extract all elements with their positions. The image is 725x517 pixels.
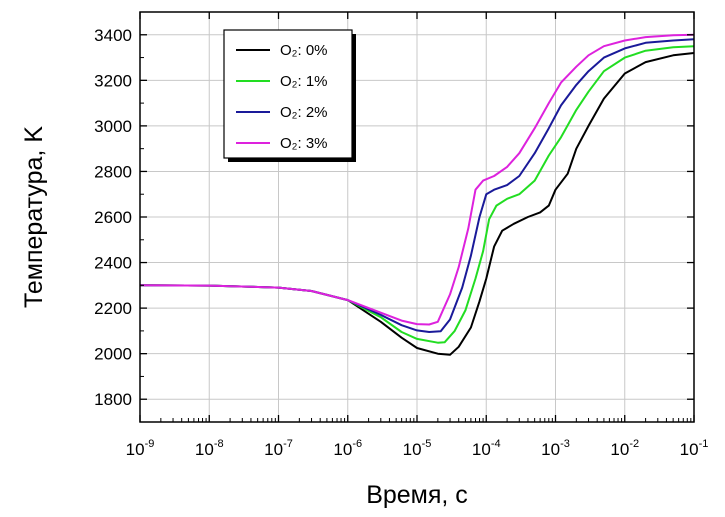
grid [139, 12, 695, 422]
legend-box [223, 29, 353, 159]
series-lines [139, 33, 695, 356]
y-tick-label: 2200 [94, 299, 132, 318]
legend-label-3: O₂: 3% [280, 135, 328, 152]
series-line-1 [139, 45, 695, 344]
x-tick-label: 10-9 [126, 438, 155, 459]
y-tick-label: 3200 [94, 71, 132, 90]
legend: O₂: 0% O₂: 1% O₂: 2% O₂: 3% [223, 29, 356, 162]
y-tick-label: 2400 [94, 254, 132, 273]
x-tick-label: 10-2 [610, 438, 639, 459]
legend-label-2: O₂: 2% [280, 104, 328, 121]
legend-label-1: O₂: 1% [280, 73, 328, 90]
x-tick-label: 10-1 [680, 438, 709, 459]
tick-labels: 10-9 10-8 10-7 10-6 10-5 10-4 10-3 10-2 10-1 1800… [94, 26, 708, 459]
y-tick-label: 2800 [94, 162, 132, 181]
y-tick-label: 3000 [94, 117, 132, 136]
series-line-2 [139, 38, 695, 333]
y-tick-label: 2600 [94, 208, 132, 227]
y-tick-label: 3400 [94, 26, 132, 45]
x-axis-title: Время, с [366, 481, 468, 509]
x-tick-label: 10-7 [264, 438, 293, 459]
series-line-3 [139, 33, 695, 326]
x-tick-label: 10-6 [333, 438, 362, 459]
series-line-0 [139, 52, 695, 356]
axis-ticks [139, 11, 695, 423]
y-axis-title: Температура, K [20, 126, 48, 308]
x-tick-label: 10-5 [403, 438, 432, 459]
x-tick-label: 10-4 [472, 438, 501, 459]
x-tick-label: 10-8 [195, 438, 224, 459]
legend-label-0: O₂: 0% [280, 42, 328, 59]
x-tick-label: 10-3 [541, 438, 570, 459]
y-tick-label: 1800 [94, 390, 132, 409]
y-tick-label: 2000 [94, 345, 132, 364]
